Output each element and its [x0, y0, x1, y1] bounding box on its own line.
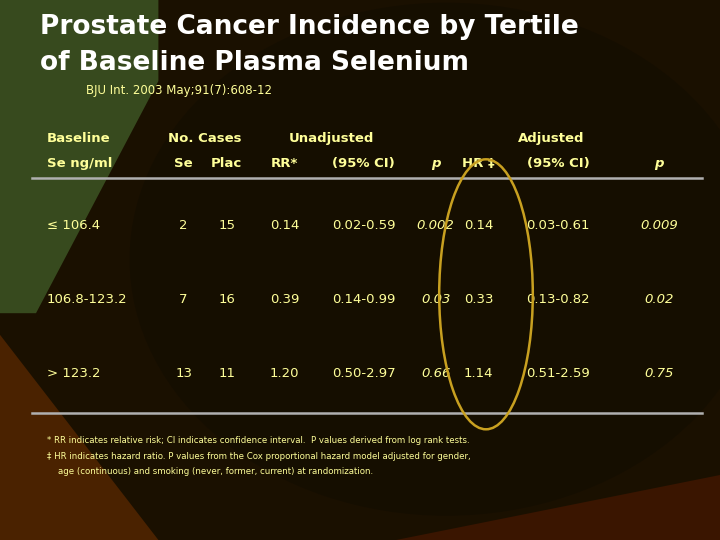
Text: ‡ HR indicates hazard ratio. P values from the Cox proportional hazard model adj: ‡ HR indicates hazard ratio. P values fr…: [47, 452, 470, 461]
Text: * RR indicates relative risk; CI indicates confidence interval.  P values derive: * RR indicates relative risk; CI indicat…: [47, 436, 469, 446]
Text: ≤ 106.4: ≤ 106.4: [47, 219, 100, 232]
Ellipse shape: [130, 3, 720, 516]
Polygon shape: [396, 475, 720, 540]
Text: Unadjusted: Unadjusted: [289, 132, 374, 145]
Text: 0.03: 0.03: [421, 293, 450, 306]
Text: (95% CI): (95% CI): [332, 157, 395, 170]
Text: 0.66: 0.66: [421, 367, 450, 380]
Text: 2: 2: [179, 219, 188, 232]
Text: 0.03-0.61: 0.03-0.61: [526, 219, 590, 232]
Text: Adjusted: Adjusted: [518, 132, 584, 145]
Text: 11: 11: [218, 367, 235, 380]
Polygon shape: [0, 0, 158, 313]
Text: > 123.2: > 123.2: [47, 367, 100, 380]
Text: Prostate Cancer Incidence by Tertile: Prostate Cancer Incidence by Tertile: [40, 14, 578, 39]
Text: 0.14-0.99: 0.14-0.99: [332, 293, 395, 306]
Text: 0.02-0.59: 0.02-0.59: [332, 219, 395, 232]
Text: 16: 16: [218, 293, 235, 306]
Text: Plac: Plac: [211, 157, 243, 170]
Text: Baseline: Baseline: [47, 132, 110, 145]
Text: p: p: [431, 157, 441, 170]
Text: 7: 7: [179, 293, 188, 306]
Text: 0.50-2.97: 0.50-2.97: [332, 367, 395, 380]
Text: 0.14: 0.14: [270, 219, 299, 232]
Text: Se ng/ml: Se ng/ml: [47, 157, 112, 170]
Text: p: p: [654, 157, 664, 170]
Text: 1.20: 1.20: [270, 367, 299, 380]
Text: of Baseline Plasma Selenium: of Baseline Plasma Selenium: [40, 50, 469, 76]
Text: 0.02: 0.02: [644, 293, 673, 306]
Text: 0.39: 0.39: [270, 293, 299, 306]
Text: age (continuous) and smoking (never, former, current) at randomization.: age (continuous) and smoking (never, for…: [47, 467, 373, 476]
Text: Se: Se: [174, 157, 193, 170]
Text: BJU Int. 2003 May;91(7):608-12: BJU Int. 2003 May;91(7):608-12: [86, 84, 272, 97]
Text: 106.8-123.2: 106.8-123.2: [47, 293, 127, 306]
Text: 0.009: 0.009: [640, 219, 678, 232]
Text: 0.33: 0.33: [464, 293, 493, 306]
Text: RR*: RR*: [271, 157, 298, 170]
Text: 0.13-0.82: 0.13-0.82: [526, 293, 590, 306]
Text: 15: 15: [218, 219, 235, 232]
Text: 0.002: 0.002: [417, 219, 454, 232]
Text: 0.51-2.59: 0.51-2.59: [526, 367, 590, 380]
Text: 1.14: 1.14: [464, 367, 493, 380]
Polygon shape: [0, 335, 158, 540]
Text: (95% CI): (95% CI): [526, 157, 590, 170]
Text: 0.75: 0.75: [644, 367, 673, 380]
Text: 0.14: 0.14: [464, 219, 493, 232]
Text: 13: 13: [175, 367, 192, 380]
Text: No. Cases: No. Cases: [168, 132, 242, 145]
Text: HR ‡: HR ‡: [462, 157, 495, 170]
